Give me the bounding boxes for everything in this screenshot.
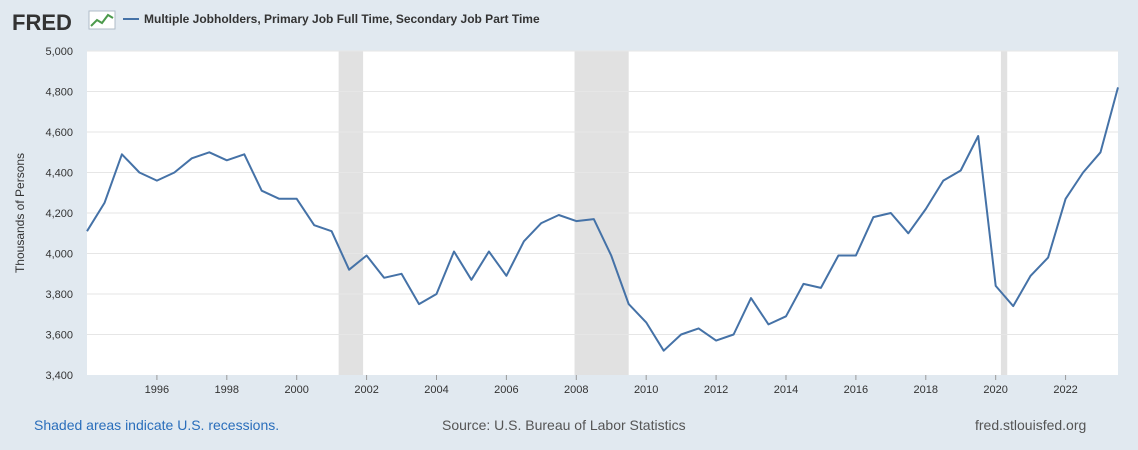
x-tick-label: 2008: [564, 384, 588, 396]
y-tick-label: 4,400: [45, 168, 73, 180]
fred-logo[interactable]: FRED: [12, 10, 116, 35]
x-tick-label: 2004: [424, 384, 448, 396]
series-line-0: [86, 87, 1119, 352]
y-tick-label: 4,200: [45, 208, 73, 220]
x-tick-label: 2016: [844, 384, 868, 396]
y-tick-label: 3,600: [45, 330, 73, 342]
legend-label: Multiple Jobholders, Primary Job Full Ti…: [144, 12, 540, 26]
y-axis: 3,400 3,600 3,800 4,000 4,200 4,400 4,600 4,800…: [45, 46, 73, 382]
x-tick-label: 2022: [1053, 384, 1077, 396]
y-tick-label: 4,800: [45, 87, 73, 99]
x-tick-label: 2000: [284, 384, 308, 396]
x-tick-label: 2002: [354, 384, 378, 396]
x-axis: 1996 1998 2000 2002 2004 2006 2008 2010 2012 2014…: [145, 375, 1078, 396]
logo-text: FRED: [12, 10, 72, 35]
x-tick-label: 1998: [215, 384, 239, 396]
x-tick-label: 2006: [494, 384, 518, 396]
recession-note-link[interactable]: Shaded areas indicate U.S. recessions.: [34, 417, 280, 433]
y-tick-label: 3,400: [45, 370, 73, 382]
y-tick-label: 4,600: [45, 127, 73, 139]
x-tick-label: 2010: [634, 384, 658, 396]
line-chart-icon: [88, 10, 116, 30]
y-tick-label: 5,000: [45, 46, 73, 58]
x-tick-label: 2018: [914, 384, 938, 396]
gridlines: [87, 50, 1118, 335]
x-tick-label: 1996: [145, 384, 169, 396]
y-tick-label: 4,000: [45, 249, 73, 261]
y-tick-label: 3,800: [45, 289, 73, 301]
source-text: Source: U.S. Bureau of Labor Statistics: [442, 417, 686, 433]
x-tick-label: 2020: [983, 384, 1007, 396]
legend: Multiple Jobholders, Primary Job Full Ti…: [123, 12, 540, 26]
y-axis-title: Thousands of Persons: [13, 153, 27, 273]
series-layer: [86, 87, 1119, 352]
x-tick-label: 2012: [704, 384, 728, 396]
site-url: fred.stlouisfed.org: [975, 417, 1087, 433]
x-tick-label: 2014: [774, 384, 798, 396]
